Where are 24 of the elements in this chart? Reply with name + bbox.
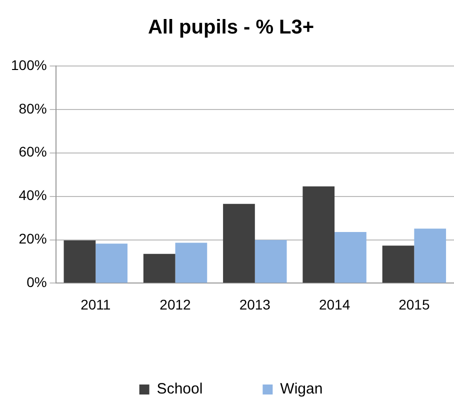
y-tick-label: 80% xyxy=(18,100,47,116)
legend-label: School xyxy=(156,380,203,398)
bar xyxy=(334,232,366,283)
x-tick-label: 2012 xyxy=(160,296,192,312)
y-tick-label: 60% xyxy=(18,144,47,160)
bar xyxy=(143,254,176,283)
bar xyxy=(64,240,96,283)
bar xyxy=(254,240,287,283)
x-tick-label: 2015 xyxy=(398,296,430,312)
bar xyxy=(223,204,255,283)
bar xyxy=(382,246,414,283)
y-tick-label: 100% xyxy=(10,56,47,73)
x-tick-label: 2014 xyxy=(318,296,350,312)
y-tick-label: 0% xyxy=(26,274,47,290)
bar xyxy=(302,186,335,283)
chart-title: All pupils - % L3+ xyxy=(148,16,314,39)
y-tick-label: 20% xyxy=(18,230,47,247)
y-tick-label: 40% xyxy=(18,187,47,204)
x-tick-label: 2011 xyxy=(80,296,111,312)
legend-label: Wigan xyxy=(280,380,323,398)
bar xyxy=(175,242,208,283)
x-tick-label: 2013 xyxy=(239,296,271,312)
bar xyxy=(414,228,446,283)
bar xyxy=(96,244,128,283)
